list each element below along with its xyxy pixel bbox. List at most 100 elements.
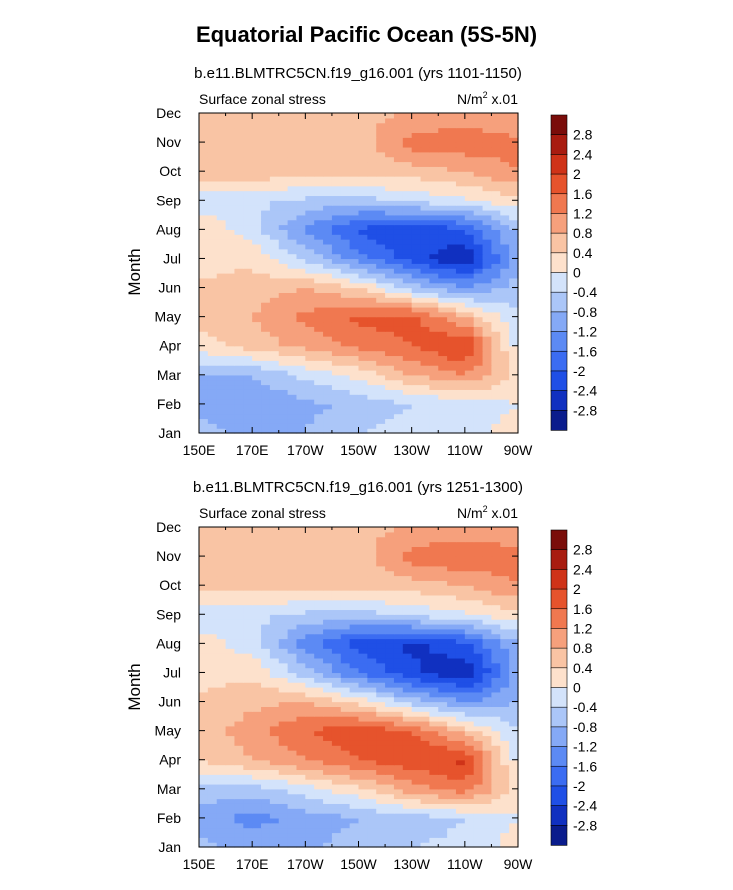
heatmap-cell bbox=[429, 783, 439, 790]
heatmap-cell bbox=[385, 219, 395, 226]
heatmap-cell bbox=[216, 711, 227, 717]
heatmap-cell bbox=[207, 117, 218, 124]
heatmap-cell bbox=[278, 156, 289, 163]
heatmap-cell bbox=[287, 302, 298, 308]
heatmap-cell bbox=[252, 156, 262, 163]
heatmap-cell bbox=[296, 565, 306, 572]
heatmap-cell bbox=[323, 214, 333, 221]
heatmap-cell bbox=[393, 531, 404, 538]
heatmap-cell bbox=[296, 551, 306, 557]
heatmap-cell bbox=[243, 302, 253, 308]
heatmap-cell bbox=[261, 798, 271, 804]
heatmap-cell bbox=[491, 156, 501, 163]
heatmap-cell bbox=[464, 657, 475, 664]
heatmap-cell bbox=[491, 340, 501, 347]
heatmap-cell bbox=[340, 827, 351, 834]
heatmap-cell bbox=[402, 754, 413, 761]
heatmap-cell bbox=[464, 720, 475, 727]
heatmap-cell bbox=[367, 156, 377, 163]
heatmap-cell bbox=[393, 311, 404, 318]
heatmap-cell bbox=[243, 570, 253, 577]
heatmap-cell bbox=[199, 277, 209, 284]
heatmap-cell bbox=[464, 185, 475, 192]
heatmap-cell bbox=[234, 653, 244, 659]
heatmap-cell bbox=[261, 195, 271, 201]
heatmap-cell bbox=[500, 580, 510, 586]
heatmap-cell bbox=[278, 667, 289, 674]
heatmap-cell bbox=[393, 769, 404, 775]
heatmap-cell bbox=[402, 560, 413, 567]
heatmap-cell bbox=[340, 546, 351, 552]
heatmap-cell bbox=[438, 365, 448, 371]
heatmap-cell bbox=[455, 127, 466, 133]
heatmap-cell bbox=[349, 531, 360, 538]
heatmap-cell bbox=[438, 643, 448, 649]
heatmap-cell bbox=[331, 672, 342, 678]
heatmap-cell bbox=[243, 176, 253, 182]
heatmap-cell bbox=[252, 117, 262, 124]
heatmap-cell bbox=[216, 667, 227, 674]
heatmap-cell bbox=[385, 113, 395, 119]
heatmap-cell bbox=[411, 292, 422, 298]
heatmap-cell bbox=[491, 740, 501, 746]
heatmap-cell bbox=[340, 657, 351, 664]
heatmap-cell bbox=[447, 594, 457, 601]
heatmap-cell bbox=[234, 428, 244, 434]
heatmap-cell bbox=[331, 560, 342, 567]
heatmap-cell bbox=[429, 224, 439, 230]
heatmap-cell bbox=[278, 408, 289, 415]
heatmap-cell bbox=[482, 282, 493, 289]
heatmap-cell bbox=[331, 590, 342, 596]
heatmap-cell bbox=[252, 297, 262, 303]
heatmap-cell bbox=[473, 783, 484, 790]
heatmap-cell bbox=[358, 142, 368, 148]
heatmap-cell bbox=[385, 735, 395, 741]
heatmap-cell bbox=[447, 142, 457, 148]
heatmap-cell bbox=[314, 696, 324, 703]
heatmap-cell bbox=[314, 604, 324, 611]
heatmap-cell bbox=[367, 730, 377, 737]
heatmap-cell bbox=[509, 399, 519, 405]
heatmap-cell bbox=[305, 176, 315, 182]
heatmap-cell bbox=[393, 224, 404, 230]
heatmap-cell bbox=[305, 142, 315, 148]
heatmap-cell bbox=[314, 326, 324, 332]
heatmap-cell bbox=[199, 575, 209, 581]
heatmap-cell bbox=[296, 195, 306, 201]
heatmap-cell bbox=[509, 180, 519, 187]
heatmap-cell bbox=[367, 268, 377, 274]
heatmap-cell bbox=[234, 219, 244, 226]
heatmap-cell bbox=[491, 842, 501, 848]
heatmap-cell bbox=[367, 648, 377, 654]
heatmap-cell bbox=[455, 180, 466, 187]
heatmap-cell bbox=[420, 633, 430, 640]
heatmap-cell bbox=[385, 413, 395, 420]
heatmap-cell bbox=[367, 379, 377, 386]
heatmap-cell bbox=[411, 808, 422, 814]
heatmap-cell bbox=[225, 560, 236, 567]
heatmap-cell bbox=[500, 214, 510, 221]
colorbar-label: 2.4 bbox=[573, 146, 593, 162]
heatmap-cell bbox=[287, 648, 298, 654]
heatmap-cell bbox=[314, 302, 324, 308]
heatmap-cell bbox=[261, 623, 271, 630]
heatmap-cell bbox=[429, 117, 439, 124]
heatmap-cell bbox=[447, 754, 457, 761]
heatmap-cell bbox=[358, 365, 368, 371]
heatmap-cell bbox=[358, 813, 368, 819]
heatmap-cell bbox=[393, 331, 404, 337]
heatmap-cell bbox=[340, 682, 351, 688]
heatmap-cell bbox=[376, 413, 386, 420]
heatmap-cell bbox=[500, 360, 510, 366]
panel-subtitle: b.e11.BLMTRC5CN.f19_g16.001 (yrs 1101-11… bbox=[194, 65, 522, 82]
heatmap-cell bbox=[500, 345, 510, 352]
heatmap-cell bbox=[385, 117, 395, 124]
heatmap-cell bbox=[278, 556, 289, 562]
heatmap-cell bbox=[252, 316, 262, 323]
heatmap-cell bbox=[296, 190, 306, 197]
heatmap-cell bbox=[269, 214, 280, 221]
heatmap-cell bbox=[385, 243, 395, 250]
heatmap-cell bbox=[225, 321, 236, 327]
heatmap-cell bbox=[393, 565, 404, 572]
heatmap-cell bbox=[340, 769, 351, 775]
